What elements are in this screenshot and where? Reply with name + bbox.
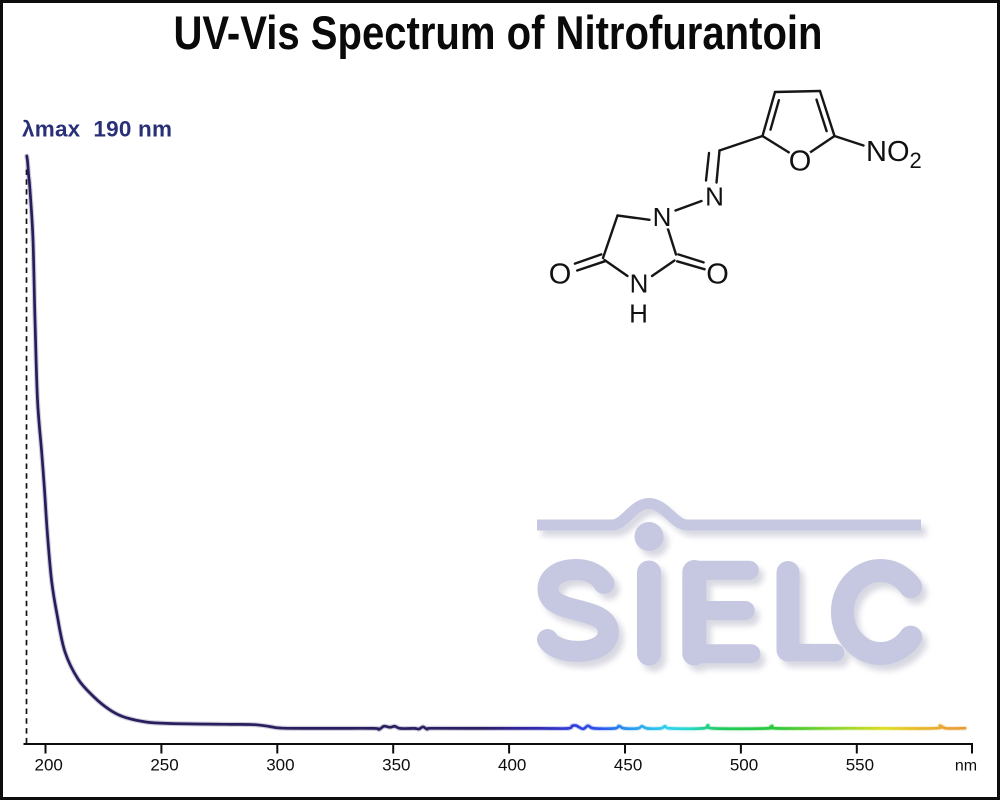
svg-text:UV-Vis Spectrum of Nitrofurant: UV-Vis Spectrum of Nitrofurantoin	[174, 6, 823, 59]
svg-text:nm: nm	[955, 758, 977, 775]
svg-text:H: H	[629, 299, 648, 329]
svg-text:O: O	[789, 145, 812, 177]
svg-text:300: 300	[266, 756, 294, 775]
svg-text:250: 250	[150, 756, 178, 775]
svg-text:O: O	[549, 258, 572, 290]
svg-text:550: 550	[846, 756, 874, 775]
svg-text:500: 500	[730, 756, 758, 775]
svg-text:200: 200	[35, 756, 63, 775]
svg-text:N: N	[653, 202, 672, 232]
svg-text:400: 400	[498, 756, 526, 775]
svg-text:350: 350	[382, 756, 410, 775]
svg-text:N: N	[705, 181, 724, 211]
svg-text:O: O	[706, 258, 729, 290]
svg-text:λmax 190 nm: λmax 190 nm	[22, 117, 172, 142]
svg-text:450: 450	[614, 756, 642, 775]
svg-text:N: N	[630, 268, 649, 298]
